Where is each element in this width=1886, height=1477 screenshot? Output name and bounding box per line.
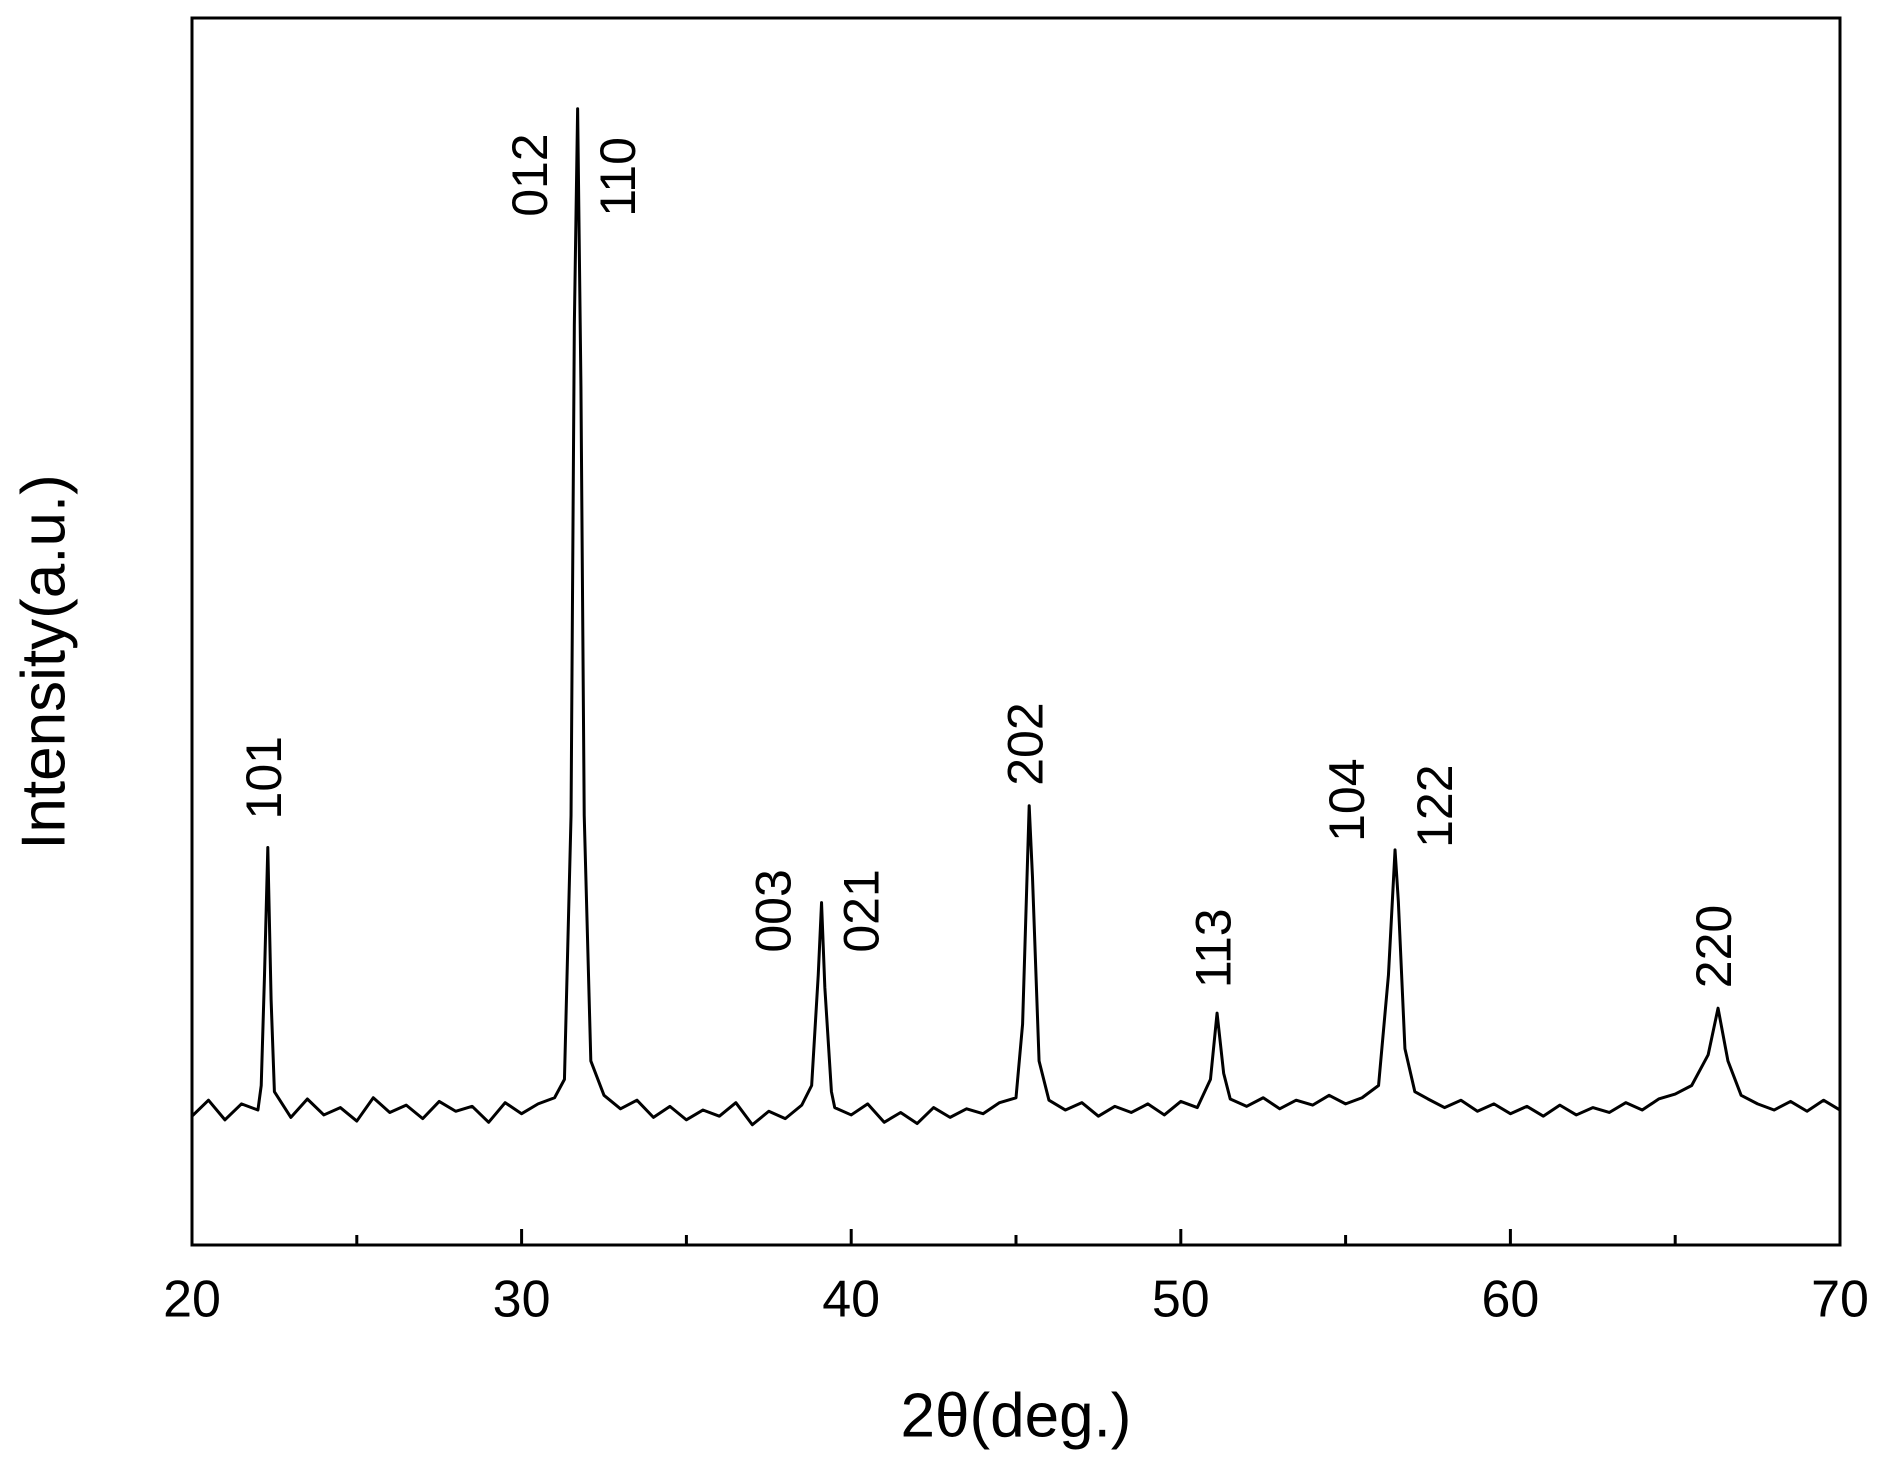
peak-label: 104 xyxy=(1319,758,1375,841)
peak-label: 012 xyxy=(502,133,558,216)
y-axis-label: Intensity(a.u.) xyxy=(9,474,78,850)
data-line xyxy=(190,107,1841,1127)
x-tick-label: 30 xyxy=(493,1271,551,1329)
peak-label: 220 xyxy=(1686,905,1742,988)
peak-label: 021 xyxy=(834,869,890,952)
x-axis-label: 2θ(deg.) xyxy=(901,1381,1132,1450)
peak-label: 113 xyxy=(1185,908,1241,988)
peak-label: 101 xyxy=(236,736,292,819)
plot-frame xyxy=(190,16,1842,1247)
peak-label: 110 xyxy=(590,137,646,217)
peak-label: 202 xyxy=(997,702,1053,785)
peak-label: 122 xyxy=(1407,764,1463,847)
peak-label: 003 xyxy=(746,869,802,952)
x-tick-label: 70 xyxy=(1811,1271,1869,1329)
x-tick-label: 50 xyxy=(1152,1271,1210,1329)
x-tick-label: 60 xyxy=(1481,1271,1539,1329)
x-tick-label: 20 xyxy=(163,1271,221,1329)
x-tick-label: 40 xyxy=(822,1271,880,1329)
